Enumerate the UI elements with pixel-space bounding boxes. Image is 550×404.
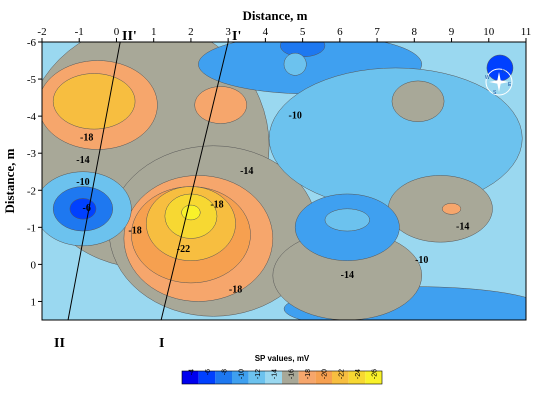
contour-region-7 bbox=[391, 80, 445, 122]
contour-label-2: -18 bbox=[210, 199, 223, 210]
x-tick-label: -2 bbox=[37, 26, 46, 38]
y-tick-label: 0 bbox=[31, 259, 37, 271]
x-axis-title: Distance, m bbox=[243, 8, 308, 23]
contour-region-23 bbox=[441, 202, 462, 215]
contour-label-8: -14 bbox=[456, 222, 469, 233]
x-tick-label: 11 bbox=[521, 26, 532, 38]
x-tick-label: 9 bbox=[449, 26, 455, 38]
colorbar-tick-label: -16 bbox=[288, 369, 295, 379]
contour-label-6: -14 bbox=[341, 270, 354, 281]
colorbar-title: SP values, mV bbox=[255, 354, 310, 363]
contour-region-4 bbox=[268, 67, 523, 210]
x-tick-label: 3 bbox=[225, 26, 231, 38]
contour-labels: -10 -14 -18 -22 -18 -18 -14 -10 -14 -18 -14 -10 -6 bbox=[76, 110, 469, 295]
colorbar-swatch-9 bbox=[332, 371, 349, 384]
colorbar-swatch-5 bbox=[265, 371, 282, 384]
contour-label-12: -6 bbox=[83, 203, 91, 214]
colorbar-tick-label: -18 bbox=[305, 369, 312, 379]
compass-n: N bbox=[502, 69, 506, 75]
contour-region-15 bbox=[181, 204, 201, 221]
x-tick-label: 2 bbox=[188, 26, 194, 38]
colorbar: SP values, mV -4 -6 -8 -10 -12 -14 -16 -18 -20 -2… bbox=[181, 354, 383, 385]
profile-line-i bbox=[160, 42, 229, 320]
plot-frame bbox=[41, 41, 527, 321]
colorbar-tick-label: -22 bbox=[338, 369, 345, 379]
colorbar-tick-label: -24 bbox=[355, 369, 362, 379]
compass-rose-icon: N E S W bbox=[485, 68, 513, 96]
y-tick-label: -4 bbox=[27, 111, 37, 123]
colorbar-tick-label: -8 bbox=[222, 369, 229, 375]
colorbar-swatch-7 bbox=[298, 371, 316, 384]
profile-i-start-label: I bbox=[159, 336, 164, 351]
contour-region-10 bbox=[194, 86, 248, 124]
y-tick-label: -3 bbox=[27, 148, 37, 160]
profile-lines bbox=[67, 42, 229, 320]
y-axis-ticks: -6 -5 -4 -3 -2 -1 0 1 bbox=[27, 37, 42, 308]
colorbar-swatch-6 bbox=[282, 371, 299, 384]
colorbar-swatch-10 bbox=[348, 371, 366, 384]
x-tick-label: 7 bbox=[374, 26, 380, 38]
colorbar-tick-label: -14 bbox=[272, 369, 279, 379]
colorbar-tick-label: -4 bbox=[188, 369, 195, 375]
x-tick-label: 5 bbox=[300, 26, 306, 38]
colorbar-swatch-0 bbox=[182, 371, 199, 384]
colorbar-tick-label: -6 bbox=[205, 369, 212, 375]
x-tick-label: 10 bbox=[483, 26, 495, 38]
contour-region-5 bbox=[387, 175, 493, 243]
contour-label-3: -22 bbox=[177, 244, 190, 255]
y-tick-label: -2 bbox=[27, 185, 36, 197]
x-tick-label: 1 bbox=[151, 26, 157, 38]
contour-fills bbox=[42, 42, 526, 320]
profile-i-end-label: I' bbox=[232, 29, 241, 44]
contour-label-9: -18 bbox=[80, 133, 93, 144]
profile-line-ii bbox=[67, 42, 121, 320]
colorbar-swatch-2 bbox=[215, 371, 232, 384]
y-tick-label: -1 bbox=[27, 222, 36, 234]
y-axis-title: Distance, m bbox=[2, 148, 17, 213]
contour-label-11: -10 bbox=[76, 177, 89, 188]
contour-label-7: -10 bbox=[415, 255, 428, 266]
colorbar-tick-label: -26 bbox=[372, 369, 379, 379]
compass-w: W bbox=[485, 75, 490, 81]
contour-region-22 bbox=[324, 208, 370, 232]
x-tick-label: 4 bbox=[263, 26, 269, 38]
profile-ii-end-label: II' bbox=[122, 29, 137, 44]
y-tick-label: -6 bbox=[27, 37, 37, 49]
colorbar-swatch-8 bbox=[315, 371, 332, 384]
profile-ii-start-label: II bbox=[54, 336, 65, 351]
colorbar-swatch-1 bbox=[198, 371, 216, 384]
x-axis-ticks: -2 -1 0 1 2 3 4 5 6 7 8 9 10 11 bbox=[37, 26, 531, 42]
contour-label-10: -14 bbox=[76, 155, 89, 166]
plot-area: -10 -14 -18 -22 -18 -18 -14 -10 -14 -18 -14 -10 -6 bbox=[41, 41, 527, 321]
x-tick-label: -1 bbox=[75, 26, 84, 38]
colorbar-swatch-4 bbox=[248, 371, 266, 384]
x-tick-label: 8 bbox=[412, 26, 418, 38]
colorbar-swatch-3 bbox=[232, 371, 249, 384]
colorbar-tick-label: -10 bbox=[238, 369, 245, 379]
colorbar-tick-label: -12 bbox=[255, 369, 262, 379]
contour-region-24 bbox=[283, 52, 307, 76]
y-tick-label: 1 bbox=[31, 296, 37, 308]
compass-e: E bbox=[508, 82, 512, 88]
colorbar-tick-label: -20 bbox=[322, 369, 329, 379]
x-tick-label: 0 bbox=[114, 26, 120, 38]
contour-label-1: -14 bbox=[240, 166, 253, 177]
colorbar-swatch-11 bbox=[365, 371, 382, 384]
y-tick-label: -5 bbox=[27, 74, 37, 86]
compass-s: S bbox=[493, 90, 497, 96]
contour-label-0: -10 bbox=[288, 110, 301, 121]
contour-label-4: -18 bbox=[229, 285, 242, 296]
contour-region-12 bbox=[52, 73, 136, 130]
contour-label-5: -18 bbox=[128, 225, 141, 236]
x-tick-label: 6 bbox=[337, 26, 343, 38]
colorbar-frame bbox=[181, 370, 383, 385]
